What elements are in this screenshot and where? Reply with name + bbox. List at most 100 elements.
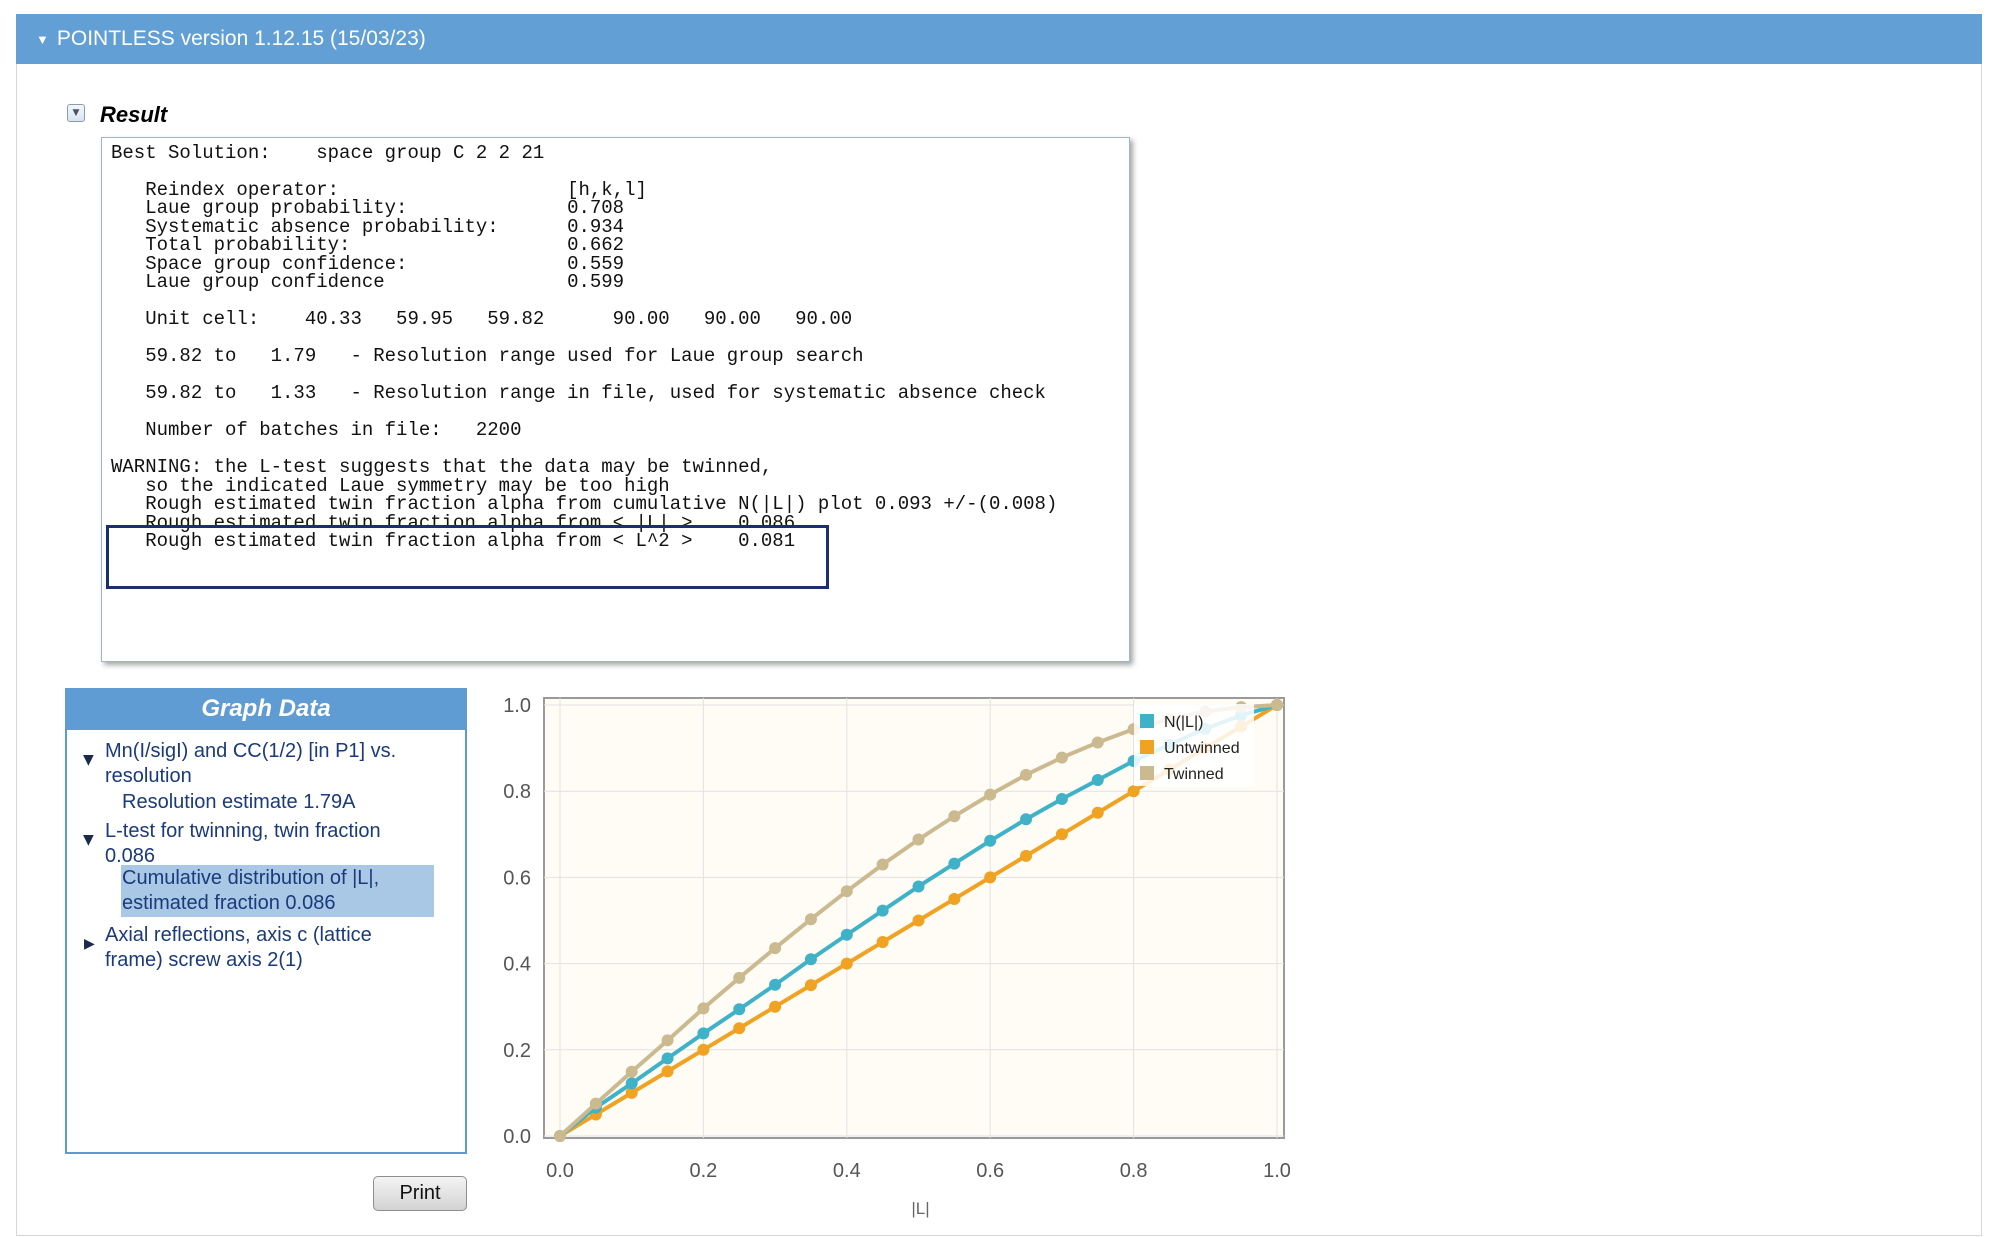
data-point: [697, 1043, 710, 1056]
data-point: [1091, 806, 1104, 819]
data-point: [984, 788, 997, 801]
data-point: [1020, 813, 1033, 826]
collapse-triangle-icon[interactable]: ▼: [36, 31, 49, 47]
result-toggle-button[interactable]: ▼: [67, 104, 85, 122]
data-point: [697, 1002, 710, 1015]
warning-highlight-box: [106, 525, 829, 589]
graph-item-label: estimated fraction 0.086: [122, 892, 336, 914]
data-point: [876, 904, 889, 917]
data-point: [1055, 792, 1068, 805]
print-button[interactable]: Print: [373, 1176, 467, 1211]
result-log-box: Best Solution: space group C 2 2 21 Rein…: [101, 137, 1130, 662]
x-tick-label: 0.2: [689, 1160, 717, 1182]
log-line: 59.82 to 1.33 - Resolution range in file…: [111, 382, 1046, 404]
data-point: [912, 833, 925, 846]
y-tick-label: 0.0: [503, 1126, 531, 1148]
y-tick-label: 0.4: [503, 954, 531, 976]
log-line: Number of batches in file: 2200: [111, 419, 522, 441]
legend-label: N(|L|): [1164, 714, 1203, 731]
graph-group-ltest[interactable]: L-test for twinning, twin fraction 0.086: [105, 819, 381, 869]
data-point: [840, 928, 853, 941]
data-point: [661, 1034, 674, 1047]
data-point: [804, 953, 817, 966]
data-point: [1055, 751, 1068, 764]
data-point: [840, 957, 853, 970]
ltest-chart: 0.0 0.0 0.2 0.2 0.4 0.4 0.6 0.6 0.8 0.8 1.0 1.0 |L| N…: [503, 695, 1290, 1218]
data-point: [769, 1000, 782, 1013]
y-tick-label: 1.0: [503, 695, 531, 717]
log-line: Systematic absence probability: 0.934: [111, 216, 625, 238]
warning-line: so the indicated Laue symmetry may be to…: [111, 475, 670, 497]
log-line: Reindex operator: [h,k,l]: [111, 179, 647, 201]
legend-swatch: [1140, 766, 1154, 780]
legend-swatch: [1140, 740, 1154, 754]
data-point: [589, 1097, 602, 1110]
data-point: [804, 979, 817, 992]
data-point: [697, 1027, 710, 1040]
data-point: [1020, 768, 1033, 781]
data-point: [625, 1065, 638, 1078]
tree-expanded-arrow-icon[interactable]: ▼: [83, 832, 94, 848]
y-tick-label: 0.6: [503, 867, 531, 889]
data-point: [769, 942, 782, 955]
result-label: Result: [100, 102, 168, 127]
log-line: Laue group confidence 0.599: [111, 271, 625, 293]
chevron-down-icon: ▼: [72, 108, 80, 118]
graph-data-panel: [65, 688, 467, 1154]
log-line: Space group confidence: 0.559: [111, 253, 625, 275]
graph-data-title: Graph Data: [65, 688, 467, 730]
legend-swatch: [1140, 714, 1154, 728]
x-tick-label: 1.0: [1263, 1160, 1290, 1182]
data-point: [1020, 849, 1033, 862]
log-line: Rough estimated twin fraction alpha from…: [111, 530, 796, 552]
section-header[interactable]: ▼ POINTLESS version 1.12.15 (15/03/23): [16, 14, 1982, 64]
tree-collapsed-arrow-icon[interactable]: ▶: [84, 936, 95, 952]
log-line: Rough estimated twin fraction alpha from…: [111, 493, 1058, 515]
x-tick-label: 0.8: [1120, 1160, 1148, 1182]
graph-group-label: Mn(I/sigI) and CC(1/2) [in P1] vs.: [105, 740, 397, 762]
data-point: [840, 885, 853, 898]
log-line: Unit cell: 40.33 59.95 59.82 90.00 90.00…: [111, 308, 853, 330]
tree-expanded-arrow-icon[interactable]: ▼: [83, 752, 94, 768]
data-point: [1091, 773, 1104, 786]
x-axis-label: |L|: [911, 1199, 929, 1218]
data-point: [733, 1003, 746, 1016]
section-title: POINTLESS version 1.12.15 (15/03/23): [56, 27, 426, 50]
log-line: 59.82 to 1.79 - Resolution range used fo…: [111, 345, 864, 367]
data-point: [1091, 736, 1104, 749]
legend-label: Untwinned: [1164, 740, 1240, 757]
data-point: [733, 1022, 746, 1035]
graph-group-label: frame) screw axis 2(1): [105, 949, 303, 971]
data-point: [1055, 828, 1068, 841]
x-tick-label: 0.6: [976, 1160, 1004, 1182]
data-point: [876, 858, 889, 871]
graph-group-label: resolution: [105, 765, 192, 787]
graph-item-cumulative-distribution[interactable]: Cumulative distribution of |L|, estimate…: [122, 866, 379, 916]
data-point: [1271, 699, 1283, 711]
data-point: [1127, 785, 1140, 798]
data-point: [554, 1130, 566, 1142]
warning-line: WARNING: the L-test suggests that the da…: [111, 456, 773, 478]
y-tick-label: 0.8: [503, 781, 531, 803]
data-point: [661, 1065, 674, 1078]
data-point: [769, 978, 782, 991]
selected-item-highlight: [121, 865, 434, 917]
log-line: Rough estimated twin fraction alpha from…: [111, 512, 796, 534]
legend-label: Twinned: [1164, 766, 1224, 783]
x-tick-label: 0.4: [833, 1160, 861, 1182]
graph-group-label: Axial reflections, axis c (lattice: [105, 924, 372, 946]
x-tick-label: 0.0: [546, 1160, 574, 1182]
data-point: [984, 834, 997, 847]
graph-item-label: Cumulative distribution of |L|,: [122, 867, 380, 889]
data-point: [984, 871, 997, 884]
graph-group-resolution[interactable]: Mn(I/sigI) and CC(1/2) [in P1] vs. resol…: [105, 739, 396, 789]
graph-group-label: L-test for twinning, twin fraction: [105, 820, 381, 842]
data-point: [948, 857, 961, 870]
data-point: [912, 914, 925, 927]
data-point: [625, 1077, 638, 1090]
log-line: Laue group probability: 0.708: [111, 197, 625, 219]
log-line: Total probability: 0.662: [111, 234, 625, 256]
graph-group-axial-reflections[interactable]: Axial reflections, axis c (lattice frame…: [105, 923, 372, 973]
graph-item-resolution-estimate[interactable]: Resolution estimate 1.79A: [122, 791, 356, 813]
data-point: [948, 892, 961, 905]
